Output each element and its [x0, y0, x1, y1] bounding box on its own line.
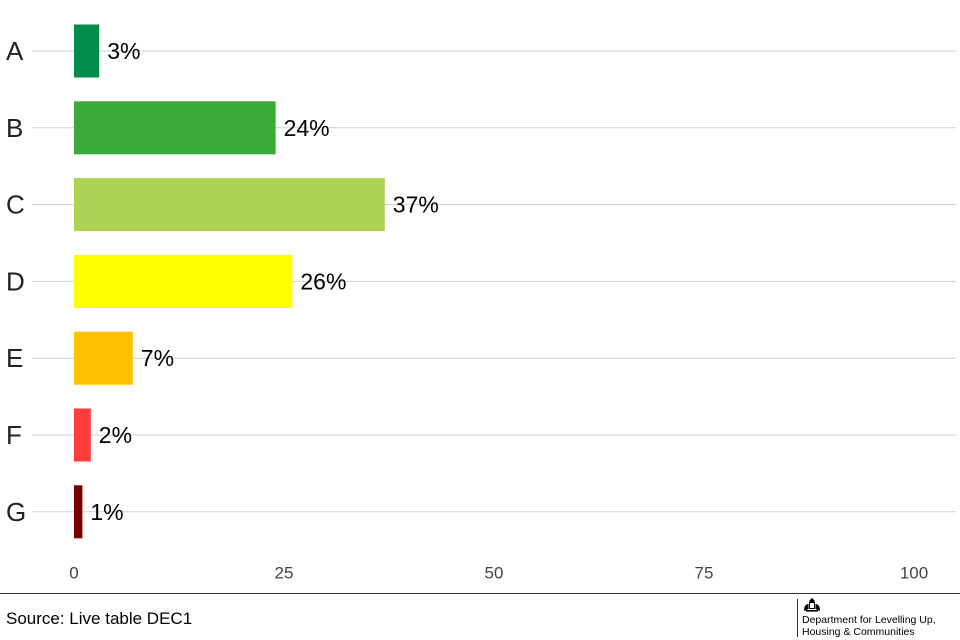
bar: [74, 24, 100, 78]
footer-divider: [0, 593, 960, 594]
data-label: 26%: [300, 268, 346, 294]
department-logo: Department for Levelling Up, Housing & C…: [797, 597, 957, 639]
bar: [74, 485, 83, 539]
category-label: D: [6, 266, 25, 296]
bar: [74, 331, 133, 385]
x-tick-label: 75: [695, 564, 714, 583]
category-label: F: [6, 420, 22, 450]
royal-crest-icon: [804, 598, 820, 612]
data-label: 24%: [284, 115, 330, 141]
category-label: E: [6, 343, 23, 373]
logo-text-line2: Housing & Communities: [802, 626, 915, 638]
bar: [74, 178, 385, 232]
category-label: C: [6, 190, 25, 220]
logo-divider: [797, 599, 798, 637]
category-label: A: [6, 36, 24, 66]
bar: [74, 254, 293, 308]
x-tick-label: 50: [485, 564, 504, 583]
bar-chart: A 3% B 24% C 37% D 26% E 7% F 2% G 1% 0 25 50 75 100: [6, 24, 956, 583]
data-label: 1%: [90, 499, 123, 525]
data-label: 37%: [393, 192, 439, 218]
bar: [74, 408, 91, 462]
category-label: G: [6, 497, 26, 527]
category-label: B: [6, 113, 23, 143]
x-tick-label: 25: [275, 564, 294, 583]
data-label: 2%: [99, 422, 132, 448]
x-tick-label: 0: [69, 564, 78, 583]
logo-text-line1: Department for Levelling Up,: [802, 614, 936, 626]
data-label: 3%: [107, 38, 140, 64]
x-tick-label: 100: [900, 564, 928, 583]
bar: [74, 101, 276, 155]
data-label: 7%: [141, 345, 174, 371]
source-note: Source: Live table DEC1: [6, 609, 193, 628]
